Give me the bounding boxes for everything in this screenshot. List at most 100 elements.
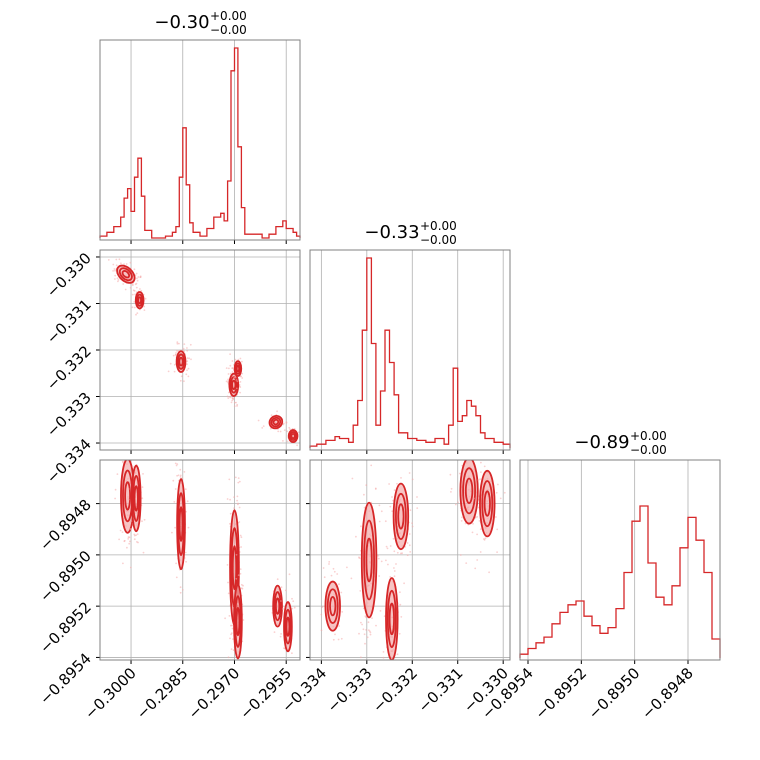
scatter-1-0-point [135,286,138,289]
scatter-2-1-point [369,448,371,450]
scatter-1-0-ytick-label-2: −0.332 [43,342,95,394]
scatter-2-0-point [229,512,232,515]
scatter-1-0-point [118,258,121,261]
scatter-2-1-point [380,510,383,513]
scatter-2-0-point [242,584,244,587]
scatter-2-1-point [364,642,366,645]
scatter-2-1-point [375,624,377,627]
scatter-2-1-point [475,457,477,459]
scatter-1-0-point [133,306,136,309]
scatter-1-0-point [229,353,232,355]
scatter-2-1-contour-0-2 [329,596,337,617]
scatter-2-0-point [140,445,142,447]
scatter-1-0-contour-6-1 [289,431,298,442]
scatter-1-0-point [169,362,172,365]
scatter-2-1-point [483,539,486,541]
scatter-2-1-point [379,610,382,612]
scatter-2-0-point [175,464,178,467]
scatter-1-0-contour-2-1 [177,353,185,370]
scatter-1-0-point [107,259,110,261]
scatter-1-0-point [189,343,192,346]
scatter-1-0-point [233,376,236,379]
scatter-1-0-point [297,431,300,434]
scatter-2-0-point [142,473,144,475]
scatter-2-0-point [120,433,122,435]
hist-0-title-sup: +0.00 [210,9,247,23]
scatter-2-1-point [476,423,478,425]
scatter-1-0-point [228,395,231,398]
scatter-2-1-point [409,551,412,553]
scatter-1-0-point [134,293,137,296]
scatter-2-1-point [382,651,385,653]
scatter-2-1-point [386,547,389,550]
scatter-2-0-samples [114,433,296,669]
scatter-1-0-point [143,309,146,311]
scatter-2-0-point [291,652,293,655]
scatter-1-0-point [172,354,175,357]
scatter-1-0-point [139,288,141,290]
scatter-1-0-point [117,279,120,281]
scatter-1-0-contour-1-2 [137,296,142,305]
scatter-2-1-contour-3-2 [397,503,405,530]
scatter-2-1-point [450,491,452,493]
scatter-1-0-point [239,381,242,383]
scatter-2-1-point [338,583,340,586]
scatter-1-0-point [114,269,116,272]
hist-2-frame [519,459,721,661]
scatter-2-0-point [116,473,119,475]
scatter-2-1-point [364,661,366,663]
scatter-2-0-point [227,656,230,659]
scatter-2-0-point [176,474,179,477]
hist-2-histogram-line [519,505,721,658]
scatter-1-0-point [175,353,177,356]
scatter-2-1-point [365,629,367,631]
scatter-1-0-point [239,386,242,388]
scatter-2-1-contour-3-1 [395,492,407,540]
scatter-2-0-point [239,572,242,575]
scatter-2-0-point [123,454,125,456]
scatter-2-0-contour-4-2 [235,606,241,637]
scatter-2-0-point [280,633,282,635]
scatter-2-1-point [472,522,474,525]
scatter-2-1-point [360,525,362,528]
scatter-2-1-point [416,507,419,509]
scatter-2-0-point [179,591,182,594]
scatter-1-0-point [176,341,179,343]
scatter-1-0-point [186,357,189,359]
scatter-1-0-point [232,398,235,401]
hist-0-frame [99,39,301,241]
scatter-2-0-point [174,462,177,465]
scatter-2-1-point [369,633,372,636]
scatter-2-0-point [122,562,124,565]
scatter-2-1-point [328,561,331,563]
scatter-2-1-point [385,559,387,562]
scatter-1-0-point [226,395,229,398]
scatter-2-0-point [228,615,231,617]
scatter-2-0-point [127,488,130,490]
scatter-2-1-point [399,603,402,606]
scatter-2-1-point [367,629,370,632]
scatter-2-1-point [401,456,403,458]
scatter-2-1-point [391,510,394,513]
hist-2-title: −0.89 [574,432,629,453]
scatter-2-0-point [114,497,116,500]
scatter-2-1-point [374,488,377,490]
scatter-2-1-point [497,483,499,486]
scatter-1-0-point [112,263,115,266]
scatter-2-1-contour-5-2 [483,490,491,517]
scatter-2-0-point [133,538,136,541]
scatter-1-0-point [179,379,182,382]
scatter-2-0-point [172,479,175,482]
scatter-2-1-point [389,505,392,508]
hist-1-histogram-line [309,257,511,448]
scatter-2-0-point [238,480,241,483]
scatter-2-0-point [292,667,294,669]
scatter-2-0-point [118,538,120,541]
scatter-2-1-point [359,590,362,592]
scatter-2-1-point [476,516,479,518]
scatter-2-0-point [283,647,285,650]
scatter-2-0-point [179,476,182,478]
scatter-2-0-point [230,633,233,636]
scatter-2-0-contour-6-1 [284,608,292,645]
scatter-2-1-point [385,545,388,548]
